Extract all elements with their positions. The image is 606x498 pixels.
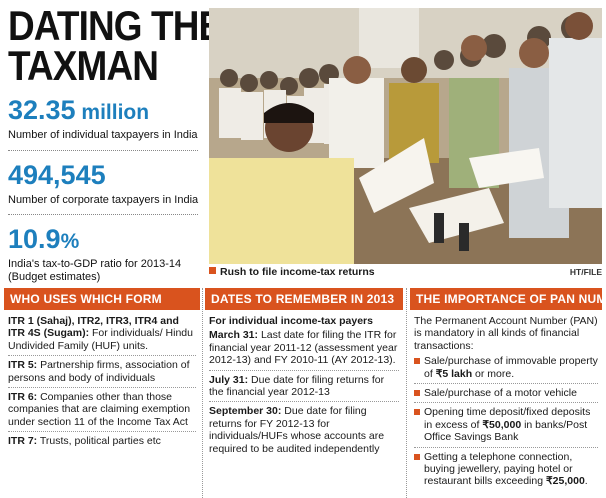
divider [8,214,198,215]
panel-body: The Permanent Account Number (PAN) is ma… [410,310,602,491]
pan-bullet: Getting a telephone connection, buying j… [414,451,598,491]
panel-who-uses-which-form: WHO USES WHICH FORM ITR 1 (Sahaj), ITR2,… [4,288,200,498]
bullet-square-icon [414,358,420,365]
column-divider [406,288,407,498]
news-photo [209,8,602,264]
stat-value: 10.9% [8,224,80,254]
form-item: ITR 6: Companies other than those compan… [8,391,196,433]
panel-importance-of-pan: THE IMPORTANCE OF PAN NUMBER The Permane… [410,288,606,498]
photo-caption: Rush to file income-tax returns [209,266,375,278]
bullet-square-icon [414,453,420,460]
bullet-square-icon [414,409,420,416]
stat-description: India's tax-to-GDP ratio for 2013-14 (Bu… [8,258,182,283]
headline: DATING THE TAXMAN [8,2,223,89]
pan-bullet: Opening time deposit/fixed deposits in e… [414,406,598,448]
panel-title: DATES TO REMEMBER IN 2013 [205,288,403,310]
bullet-square-icon [209,267,216,274]
pan-bullet: Sale/purchase of a motor vehicle [414,387,598,404]
info-panels: WHO USES WHICH FORM ITR 1 (Sahaj), ITR2,… [0,288,606,498]
form-item: ITR 7: Trusts, political parties etc [8,435,161,448]
pan-bullet: Sale/purchase of immovable property of ₹… [414,355,598,385]
bullet-square-icon [414,390,420,397]
stat-description: Number of corporate taxpayers in India [8,193,199,206]
stat-description: Number of individual taxpayers in India [8,129,198,141]
stats-column: DATING THE TAXMAN 32.35 million Number o… [8,2,223,283]
panel-body: For individual income-tax payers March 3… [205,310,403,455]
photo-caption-row: Rush to file income-tax returns HT/FILE [209,266,602,280]
stat-individual-taxpayers: 32.35 million Number of individual taxpa… [8,96,204,142]
form-item: ITR 1 (Sahaj), ITR2, ITR3, ITR4 and ITR … [8,315,196,357]
panel-subhead: For individual income-tax payers [209,315,373,327]
photo-credit: HT/FILE [569,267,602,277]
divider [8,149,198,151]
panel-title: THE IMPORTANCE OF PAN NUMBER [410,288,606,310]
stat-value: 32.35 million [8,95,150,125]
date-item: July 31: Due date for filing returns for… [209,374,399,403]
panel-body: ITR 1 (Sahaj), ITR2, ITR3, ITR4 and ITR … [4,310,200,448]
date-item: September 30: Due date for filing return… [209,405,385,455]
stat-corporate-taxpayers: 494,545 Number of corporate taxpayers in… [8,161,204,207]
stat-value: 494,545 [8,159,106,190]
date-item: March 31: Last date for filing the ITR f… [209,329,399,371]
top-section: DATING THE TAXMAN 32.35 million Number o… [8,2,602,283]
column-divider [202,288,203,498]
form-item: ITR 5: Partnership firms, association of… [8,359,196,389]
stat-tax-to-gdp: 10.9% India's tax-to-GDP ratio for 2013-… [8,225,204,283]
panel-title: WHO USES WHICH FORM [4,288,200,310]
pan-intro: The Permanent Account Number (PAN) is ma… [414,315,598,352]
crowd-illustration [209,8,602,264]
headline-line-2: TAXMAN [8,42,159,89]
headline-line-1: DATING THE [8,2,223,49]
panel-dates-to-remember: DATES TO REMEMBER IN 2013 For individual… [205,288,403,498]
